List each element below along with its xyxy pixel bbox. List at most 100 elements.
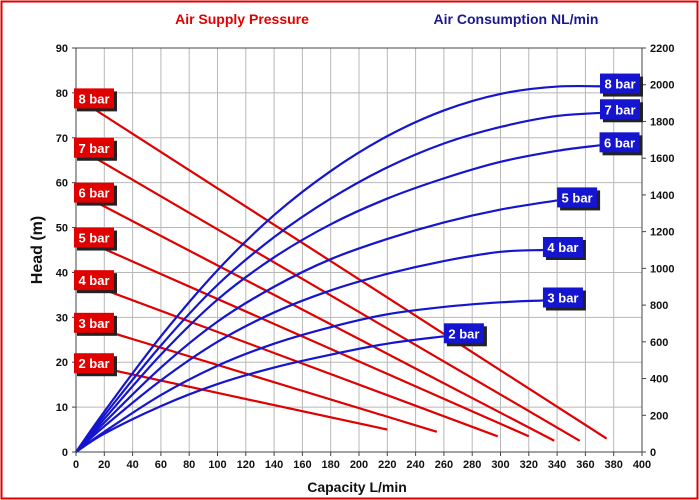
y-right-tick-label: 2000 [650,80,674,92]
x-tick-label: 260 [435,459,453,471]
axes: 0 20 40 60 80 100 120 140 160 180 200 220 240 260 280 3… [56,43,675,471]
header-left: Air Supply Pressure [175,11,309,27]
consumption-line [75,335,445,453]
x-tick-label: 360 [576,459,594,471]
x-tick-label: 320 [520,459,538,471]
series-label-box [542,287,583,308]
x-tick-label: 140 [265,459,283,471]
series-label-text: 4 bar [78,273,109,288]
series-label-text: 4 bar [547,240,578,255]
series-label-text: 5 bar [78,231,109,246]
x-tick-label: 220 [378,459,396,471]
x-tick-label: 160 [293,459,311,471]
x-axis-title: Capacity L/min [307,479,407,495]
y-right-tick-label: 1600 [650,153,674,165]
series-label-box [74,312,114,333]
y-right-tick-label: 400 [650,374,668,386]
series-label: 5 bar [557,187,601,211]
y-right-tick-label: 2200 [650,43,674,55]
series-label-box [599,132,640,153]
x-tick-label: 100 [208,459,226,471]
pressure-line [75,361,388,431]
series-label-box [74,88,114,109]
y-right-tick-label: 600 [650,337,668,349]
series-label-text: 6 bar [78,186,109,201]
series-label: 8 bar [600,73,643,97]
consumption-line [75,111,614,453]
x-tick-label: 20 [98,459,110,471]
series-label-box [443,323,484,344]
series-label: 6 bar [599,132,643,156]
series-labels: 2 bar 3 bar 4 bar 5 bar 6 bar 7 bar 8 bar 2 bar… [74,73,643,377]
y-left-tick-label: 20 [56,357,68,369]
pressure-line [75,235,530,438]
pressure-line [75,96,608,440]
y-right-tick-label: 1400 [650,190,674,202]
pressure-line [75,278,499,438]
y-left-tick-label: 90 [56,43,68,55]
x-tick-label: 80 [183,459,195,471]
x-tick-label: 400 [633,459,651,471]
series-label-text: 2 bar [78,356,109,371]
series-label-text: 2 bar [448,326,479,341]
y-left-tick-label: 0 [62,447,68,459]
series-label-text: 3 bar [547,291,578,306]
series-label-box [600,73,640,94]
consumption-line [75,248,543,453]
series-label-box [74,270,114,291]
y-right-tick-label: 1000 [650,263,674,275]
consumption-line [75,199,558,453]
series-label-text: 5 bar [562,190,593,205]
series-label: 2 bar [443,323,487,347]
x-tick-label: 280 [463,459,481,471]
series-label-text: 3 bar [78,316,109,331]
series-label-text: 7 bar [78,141,109,156]
y-right-tick-label: 0 [650,447,656,459]
series-label: 4 bar [542,237,586,260]
series-label: 4 bar [74,270,117,294]
pressure-line [75,145,581,442]
series-label: 7 bar [600,99,643,123]
series-label-box [542,237,583,257]
series-label-box [600,99,640,120]
pressure-line [75,320,438,433]
y-left-tick-label: 60 [56,178,68,190]
y-right-tick-label: 1800 [650,116,674,128]
x-tick-label: 120 [237,459,255,471]
y-left-tick-label: 80 [56,88,68,100]
series-label-box [557,187,598,208]
y-left-tick-label: 10 [56,402,68,414]
pressure-series [75,96,608,442]
y-right-tick-label: 200 [650,410,668,422]
series-label: 3 bar [74,312,117,336]
series-label: 3 bar [542,287,586,311]
x-tick-label: 40 [126,459,138,471]
x-tick-label: 60 [155,459,167,471]
y-left-tick-label: 70 [56,133,68,145]
consumption-line [75,84,614,453]
y-left-tick-label: 30 [56,312,68,324]
series-label-box [74,227,114,248]
series-label-box [74,182,114,203]
header-right: Air Consumption NL/min [434,11,599,27]
x-tick-label: 300 [491,459,509,471]
series-label-text: 8 bar [604,77,635,92]
series-label: 5 bar [74,227,117,251]
series-label-text: 6 bar [604,135,635,150]
series-label: 7 bar [74,137,117,161]
series-label-box [74,353,114,374]
x-tick-label: 240 [406,459,424,471]
x-tick-label: 340 [548,459,566,471]
y-right-tick-label: 1200 [650,227,674,239]
series-label-box [74,137,114,158]
x-tick-label: 180 [322,459,340,471]
pressure-line [75,190,555,442]
y-right-tick-label: 800 [650,300,668,312]
series-label: 6 bar [74,182,117,206]
x-tick-label: 0 [73,459,79,471]
series-label: 2 bar [74,353,117,377]
series-label-text: 8 bar [78,91,109,106]
series-label: 8 bar [74,88,117,112]
